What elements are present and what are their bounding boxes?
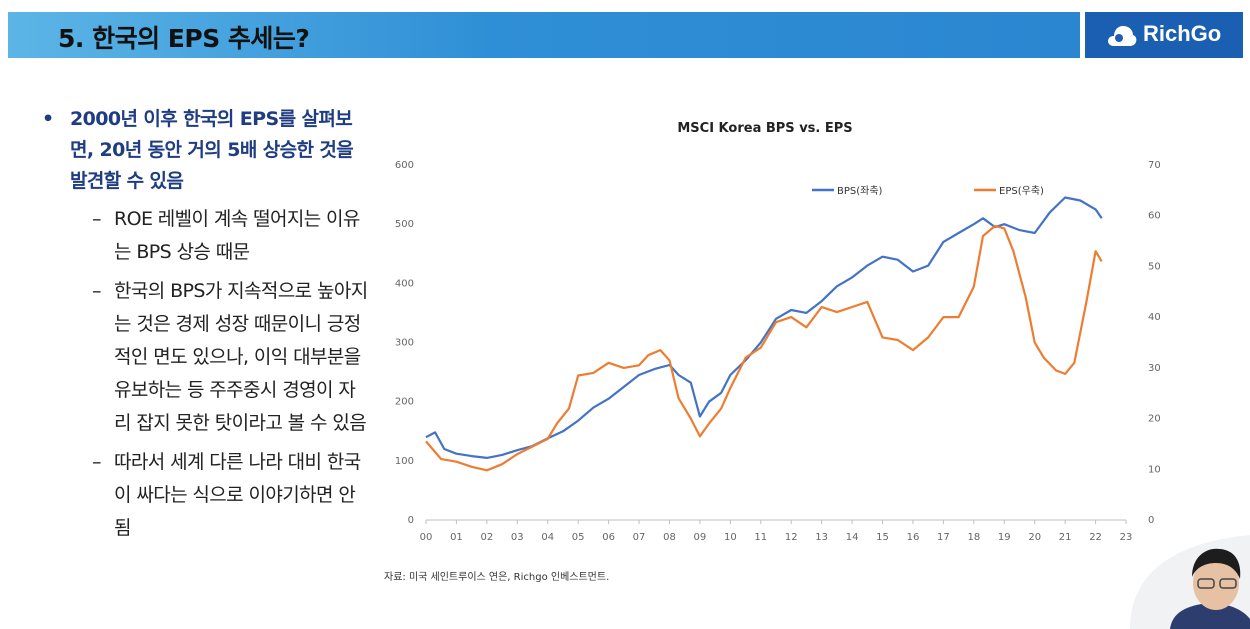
x-tick-label: 01 bbox=[450, 532, 463, 543]
x-tick-label: 07 bbox=[633, 532, 646, 543]
x-tick-label: 17 bbox=[937, 532, 950, 543]
main-bullet-text: 2000년 이후 한국의 EPS를 살펴보면, 20년 동안 거의 5배 상승한… bbox=[70, 108, 354, 192]
x-tick-label: 13 bbox=[815, 532, 828, 543]
legend-label-bps: BPS(좌축) bbox=[837, 185, 883, 197]
x-tick-label: 20 bbox=[1028, 532, 1041, 543]
x-tick-label: 19 bbox=[998, 532, 1011, 543]
x-tick-label: 08 bbox=[663, 532, 676, 543]
y-right-axis: 0 10 20 30 40 50 60 70 bbox=[1148, 160, 1161, 526]
presenter-webcam bbox=[1130, 535, 1250, 629]
x-axis: 00 01 02 03 04 05 06 07 08 09 10 11 12 13 14 15 16 17 18 19… bbox=[420, 520, 1133, 543]
x-tick-label: 16 bbox=[907, 532, 920, 543]
sub-point-3: – 따라서 세계 다른 나라 대비 한국이 싸다는 식으로 이야기하면 안됨 bbox=[40, 446, 370, 545]
content-text: • 2000년 이후 한국의 EPS를 살펴보면, 20년 동안 거의 5배 상… bbox=[40, 104, 370, 545]
series-lines bbox=[425, 196, 1103, 472]
y-left-axis: 0 100 200 300 400 500 600 bbox=[395, 160, 414, 526]
bullet-dot-icon: • bbox=[42, 108, 54, 130]
x-tick-label: 09 bbox=[694, 532, 707, 543]
cloud-logo-icon bbox=[1108, 26, 1137, 46]
y-left-tick-label: 300 bbox=[395, 338, 414, 349]
y-right-tick-label: 0 bbox=[1148, 515, 1154, 526]
x-tick-label: 11 bbox=[754, 532, 767, 543]
title-bar: 5. 한국의 EPS 추세는? bbox=[8, 12, 1080, 58]
x-tick-label: 14 bbox=[846, 532, 859, 543]
chart-source: 자료: 미국 세인트루이스 연은, Richgo 인베스트먼트. bbox=[384, 572, 610, 583]
eps-series-line bbox=[425, 224, 1103, 472]
sub-point-2: – 한국의 BPS가 지속적으로 높아지는 것은 경제 성장 때문이니 긍정적인… bbox=[40, 275, 370, 440]
y-left-tick-label: 600 bbox=[395, 160, 414, 171]
sub-point-text: 따라서 세계 다른 나라 대비 한국이 싸다는 식으로 이야기하면 안됨 bbox=[114, 451, 361, 539]
y-left-tick-label: 100 bbox=[395, 456, 414, 467]
y-left-tick-label: 500 bbox=[395, 219, 414, 230]
x-tick-label: 02 bbox=[481, 532, 494, 543]
x-tick-label: 05 bbox=[572, 532, 585, 543]
sub-point-text: 한국의 BPS가 지속적으로 높아지는 것은 경제 성장 때문이니 긍정적인 면… bbox=[114, 280, 368, 434]
y-right-tick-label: 20 bbox=[1148, 414, 1161, 425]
dash-icon: – bbox=[92, 451, 102, 473]
dash-icon: – bbox=[92, 208, 102, 230]
x-tick-label: 10 bbox=[724, 532, 737, 543]
y-left-tick-label: 200 bbox=[395, 397, 414, 408]
x-tick-label: 22 bbox=[1089, 532, 1102, 543]
main-bullet: • 2000년 이후 한국의 EPS를 살펴보면, 20년 동안 거의 5배 상… bbox=[40, 104, 370, 197]
x-tick-label: 15 bbox=[876, 532, 889, 543]
y-right-tick-label: 10 bbox=[1148, 464, 1161, 475]
y-right-tick-label: 70 bbox=[1148, 160, 1161, 171]
y-left-tick-label: 400 bbox=[395, 278, 414, 289]
bps-eps-chart: MSCI Korea BPS vs. EPS 01002003004005006… bbox=[395, 121, 1161, 543]
x-tick-label: 12 bbox=[785, 532, 798, 543]
page-title: 5. 한국의 EPS 추세는? bbox=[58, 24, 310, 53]
y-right-tick-label: 60 bbox=[1148, 211, 1161, 222]
chart-title: MSCI Korea BPS vs. EPS bbox=[677, 121, 852, 136]
dash-icon: – bbox=[92, 280, 102, 302]
x-tick-label: 03 bbox=[511, 532, 524, 543]
y-right-tick-label: 30 bbox=[1148, 363, 1161, 374]
y-right-tick-label: 40 bbox=[1148, 312, 1161, 323]
y-left-tick-label: 0 bbox=[408, 515, 414, 526]
x-tick-label: 23 bbox=[1120, 532, 1133, 543]
bps-series-line bbox=[425, 196, 1103, 459]
chart-legend: BPS(좌축) EPS(우축) bbox=[812, 185, 1044, 197]
x-tick-label: 18 bbox=[967, 532, 980, 543]
logo-text: RichGo bbox=[1143, 21, 1222, 46]
sub-point-1: – ROE 레벨이 계속 떨어지는 이유는 BPS 상승 때문 bbox=[40, 203, 370, 269]
x-tick-label: 00 bbox=[420, 532, 433, 543]
legend-label-eps: EPS(우축) bbox=[999, 185, 1044, 197]
richgo-logo: RichGo bbox=[1085, 12, 1243, 58]
x-tick-label: 21 bbox=[1059, 532, 1072, 543]
x-tick-label: 04 bbox=[541, 532, 554, 543]
x-tick-label: 06 bbox=[602, 532, 615, 543]
sub-point-text: ROE 레벨이 계속 떨어지는 이유는 BPS 상승 때문 bbox=[114, 208, 360, 263]
y-right-tick-label: 50 bbox=[1148, 261, 1161, 272]
